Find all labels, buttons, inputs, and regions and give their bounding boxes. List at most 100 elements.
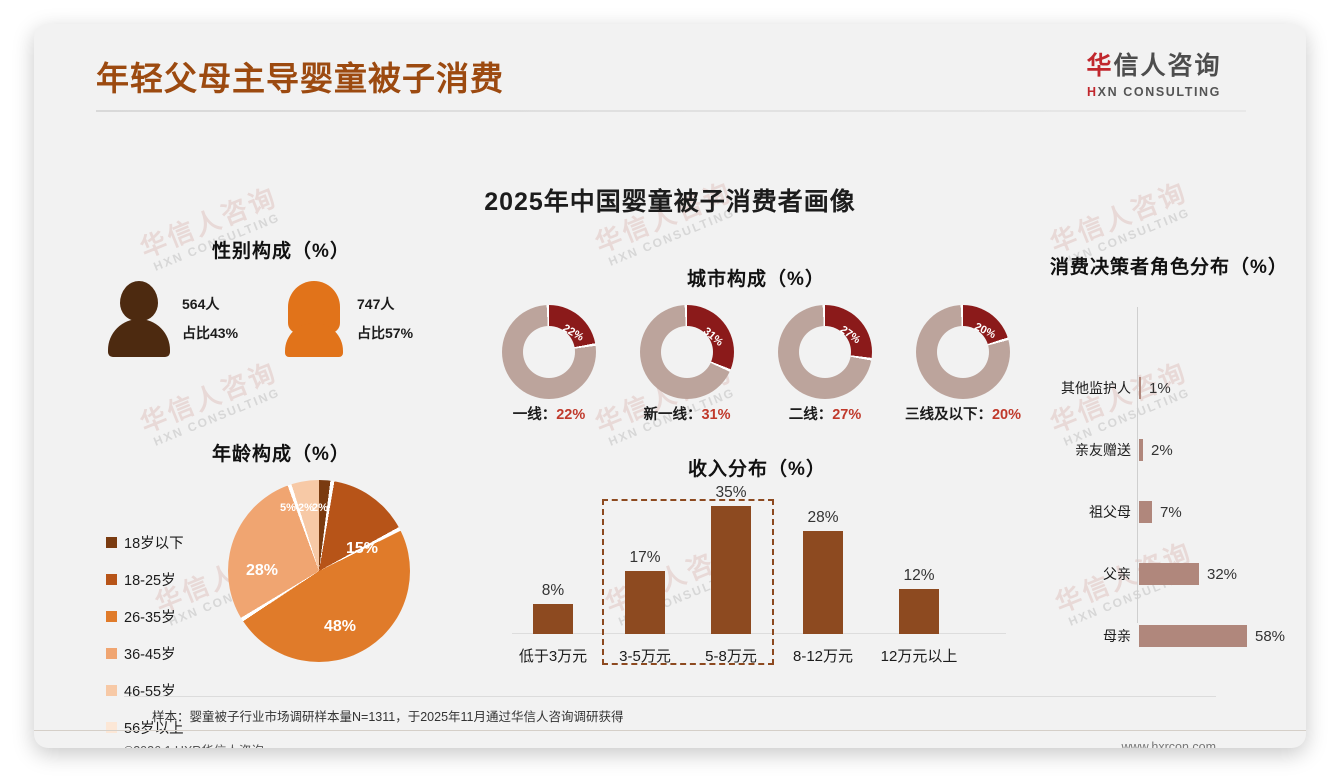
watermark-cn: 华信人咨询 [136,356,282,439]
city-label: 三线及以下： [904,407,992,423]
city-caption-newtier1: 新一线：31% [624,403,750,424]
legend-item: 56岁以上 [106,717,224,738]
logo-char-hua: 华 [1086,52,1114,80]
role-row: 亲友赠送 2% [1029,437,1306,463]
pie-label-under18: 2% [312,502,328,514]
income-bar-category: 5-8万元 [705,648,757,665]
role-label: 父亲 [1103,566,1131,582]
income-bar [625,571,665,634]
income-bar-value: 28% [807,509,839,526]
income-bar-item: 28% [780,509,866,634]
role-bar-chart: 其他监护人 1% 亲友赠送 2% 祖父母 7% [1029,297,1306,647]
role-value: 7% [1160,503,1182,521]
city-section-title: 城市构成（%） [687,269,825,290]
header-divider [96,110,1246,112]
city-donut-item: 27% 二线：27% [762,305,888,424]
role-row: 祖父母 7% [1029,499,1306,525]
legend-item: 18岁以下 [106,532,224,553]
income-bar [899,589,939,634]
city-label: 二线： [788,407,833,423]
income-section-title: 收入分布（%） [688,459,826,480]
role-row: 母亲 58% [1029,623,1306,649]
donut-chart-tier2: 27% [778,305,872,399]
income-bar-value: 35% [715,484,747,501]
logo-english-text: HXN CONSULTING [1064,85,1244,99]
city-value: 20% [991,407,1022,423]
pie-label-46-55: 5% [280,502,296,514]
role-axis-line [1137,307,1138,623]
female-silhouette-icon [281,279,347,357]
income-bar [533,604,573,634]
income-bar-item: 12% [876,567,962,634]
logo-en-rest: XN CONSULTING [1097,85,1221,99]
legend-swatch [106,537,117,548]
city-donut-item: 20% 三线及以下：20% [900,305,1026,424]
legend-item: 26-35岁 [106,606,224,627]
role-bar [1139,501,1152,523]
income-bar-chart: 8% 低于3万元 17% 3-5万元 35% 5-8万元 28% 8-12万元 … [502,484,1012,670]
age-composition-panel: 年龄构成（%） 18岁以下 18-25岁 26-35岁 36-45岁 46-55… [106,439,456,748]
page-title: 年轻父母主导婴童被子消费 [96,60,504,97]
legend-item: 36-45岁 [106,643,224,664]
city-value: 27% [832,407,862,423]
role-row: 父亲 32% [1029,561,1306,587]
income-bar-category: 3-5万元 [619,648,671,665]
donut-chart-tier1: 22% [502,305,596,399]
legend-swatch [106,648,117,659]
gender-item-male: 564人 占比43% [106,279,281,357]
income-bar-value: 12% [903,567,935,584]
legend-label: 46-55岁 [124,684,176,700]
legend-label: 36-45岁 [124,647,176,663]
role-value: 32% [1207,565,1238,583]
role-bar [1139,625,1247,647]
legend-swatch [106,611,117,622]
donut-chart-tier3plus: 20% [916,305,1010,399]
gender-item-female: 747人 占比57% [281,279,456,357]
city-value: 22% [556,407,586,423]
male-share: 占比43% [182,324,239,341]
watermark: 华信人咨询 HXN CONSULTING [136,356,286,449]
slide-card: 华信人咨询 HXN CONSULTING 华信人咨询 HXN CONSULTIN… [34,24,1306,748]
legend-swatch [106,685,117,696]
note-divider [124,696,1216,697]
role-label: 其他监护人 [1061,380,1131,396]
male-silhouette-icon [106,279,172,357]
income-baseline [512,633,1006,634]
donut-chart-newtier1: 31% [640,305,734,399]
income-bar-item: 35% [688,484,774,634]
income-bar-item: 8% [510,582,596,634]
role-section-title: 消费决策者角色分布（%） [1050,257,1288,278]
income-bar-category: 8-12万元 [792,648,854,665]
legend-swatch [106,722,117,733]
female-stats: 747人 占比57% [357,285,413,352]
gender-section-title: 性别构成（%） [212,241,350,262]
role-value: 1% [1149,379,1171,397]
income-bar-value: 8% [541,582,565,599]
company-logo: 华信人咨询 HXN CONSULTING [1064,46,1244,99]
pie-label-26-35: 48% [324,618,357,635]
logo-en-initial: H [1087,85,1098,99]
logo-chinese-text: 华信人咨询 [1064,46,1244,82]
city-value: 31% [701,407,731,423]
legend-label: 18-25岁 [124,573,176,589]
role-label: 祖父母 [1089,504,1131,520]
city-donut-item: 31% 新一线：31% [624,305,750,424]
pie-label-56plus: 2% [298,502,314,514]
role-row: 其他监护人 1% [1029,375,1306,401]
role-label: 亲友赠送 [1075,442,1131,458]
income-bar [803,531,843,634]
legend-item: 46-55岁 [106,680,224,701]
legend-item: 18-25岁 [106,569,224,590]
legend-swatch [106,574,117,585]
male-count: 564人 [182,295,220,312]
pie-label-18-25: 15% [346,540,379,557]
city-caption-tier2: 二线：27% [762,403,888,424]
slide-header: 年轻父母主导婴童被子消费 华信人咨询 HXN CONSULTING [34,24,1306,126]
decision-role-panel: 消费决策者角色分布（%） 其他监护人 1% 亲友赠送 2% 祖父母 [1029,252,1306,647]
chart-group-subtitle: 2025年中国婴童被子消费者画像 [484,188,856,216]
income-bar-category: 低于3万元 [518,648,588,665]
age-section-title: 年龄构成（%） [212,444,350,465]
role-bar [1139,377,1141,399]
website-link[interactable]: www.hxrcon.com [1121,740,1216,748]
role-label: 母亲 [1103,628,1131,644]
